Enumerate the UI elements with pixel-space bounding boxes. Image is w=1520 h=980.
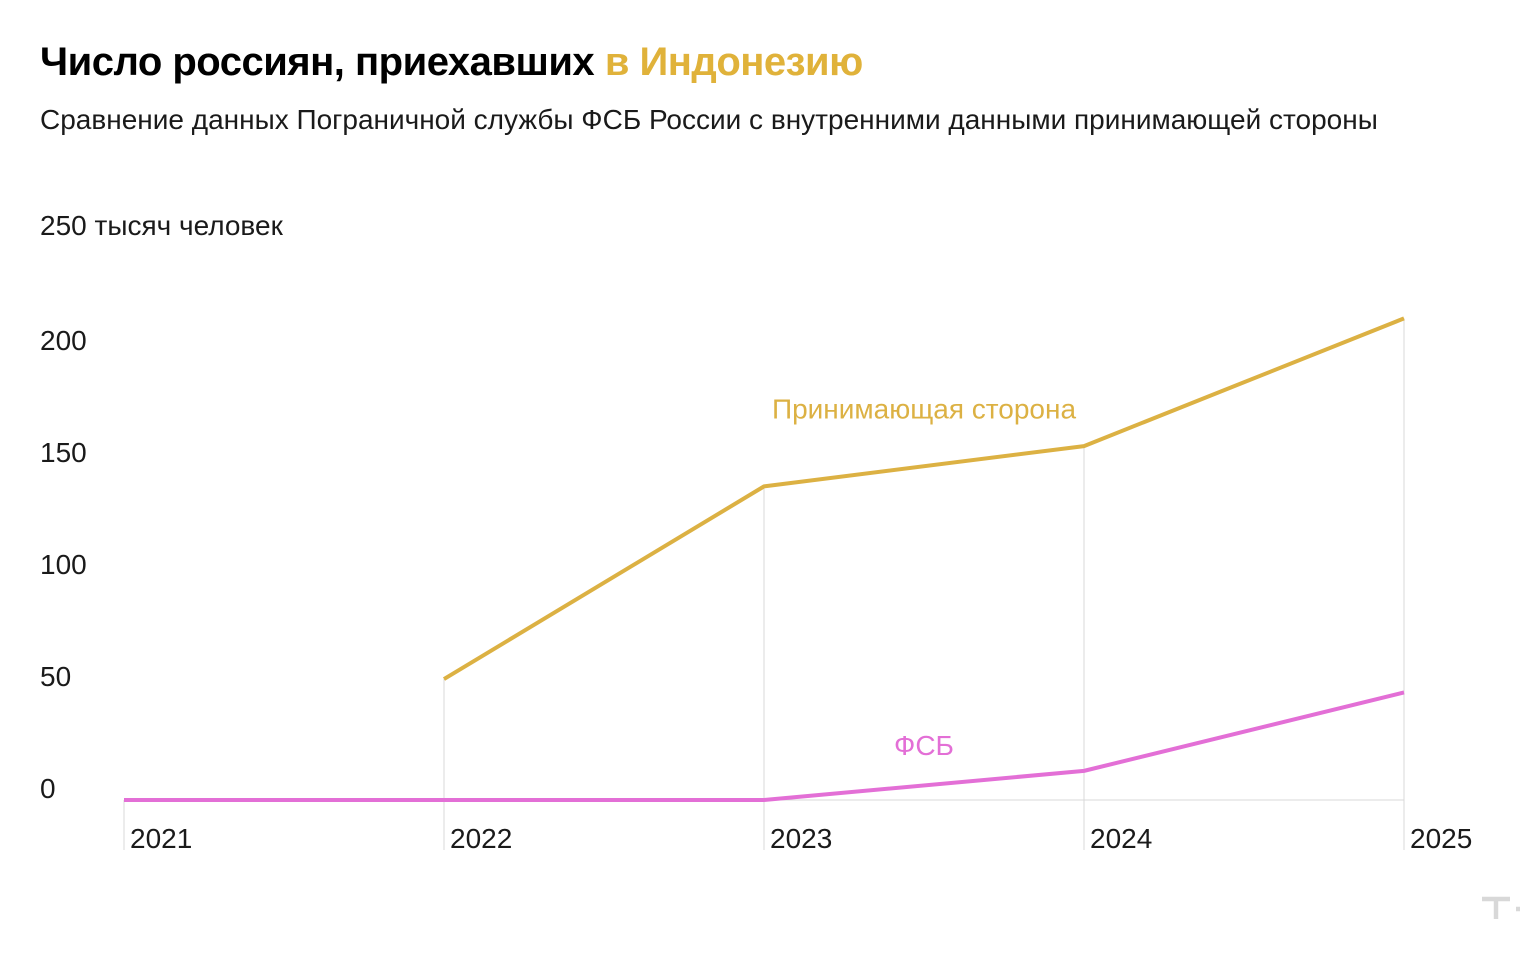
title-accent: в Индонезию <box>604 40 863 84</box>
series-line-fsb <box>124 690 1405 802</box>
x-tick-2021: 2021 <box>130 823 192 854</box>
x-axis-ticks: 2021 2022 2023 2024 2025 <box>130 823 1472 854</box>
x-tick-2023: 2023 <box>770 823 832 854</box>
chart-subtitle: Сравнение данных Пограничной службы ФСБ … <box>40 104 1378 135</box>
y-tick-200: 200 <box>40 325 87 356</box>
chart-title: Число россиян, приехавших в Индонезию <box>40 40 863 85</box>
y-axis-unit-label: 250 тысяч человек <box>40 210 283 241</box>
title-main: Число россиян, приехавших <box>40 40 595 84</box>
x-tick-2025: 2025 <box>1410 823 1472 854</box>
y-tick-50: 50 <box>40 661 71 692</box>
x-tick-2022: 2022 <box>450 823 512 854</box>
y-tick-0: 0 <box>40 773 56 804</box>
y-axis-ticks: 0 50 100 150 200 <box>40 325 87 804</box>
y-tick-100: 100 <box>40 549 87 580</box>
series-label-fsb: ФСБ <box>894 730 954 761</box>
series-labels: Принимающая сторона ФСБ <box>772 393 1077 760</box>
x-tick-2024: 2024 <box>1090 823 1152 854</box>
y-tick-150: 150 <box>40 437 87 468</box>
series-label-host: Принимающая сторона <box>772 393 1077 424</box>
gridlines <box>123 318 1405 850</box>
series-line-host <box>442 316 1405 681</box>
series-lines <box>124 316 1405 802</box>
